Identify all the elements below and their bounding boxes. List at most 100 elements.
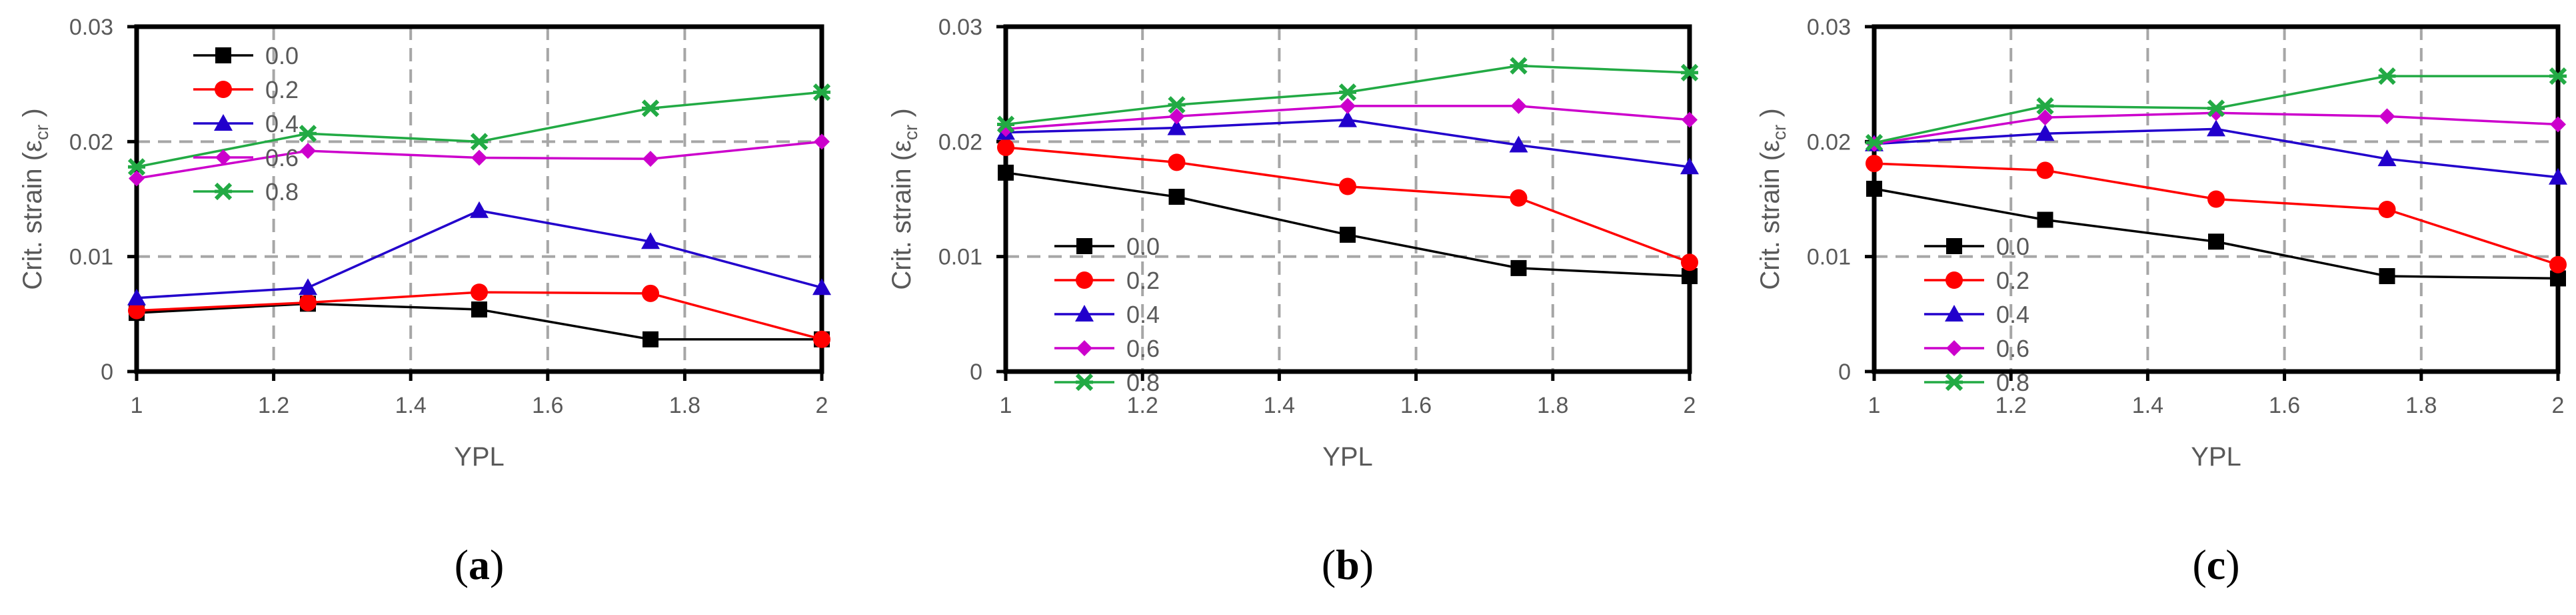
y-axis-label-subscript: cr <box>900 125 921 140</box>
x-axis-label: YPL <box>1322 442 1373 472</box>
data-point-marker <box>2378 67 2396 85</box>
y-axis-label-close: ) <box>18 108 47 124</box>
legend-label: 0.6 <box>1126 335 1160 362</box>
legend-label: 0.8 <box>1126 369 1160 396</box>
legend-marker <box>215 149 231 165</box>
plot-frame <box>1003 24 1692 374</box>
data-point-marker <box>1866 155 1883 173</box>
legend-marker <box>1945 271 1963 289</box>
y-tick-label: 0.03 <box>69 15 113 40</box>
data-point-marker <box>299 278 317 295</box>
legend-marker <box>1076 340 1092 356</box>
x-tick-label: 2 <box>816 393 828 418</box>
y-axis-label: Crit. strain (εcr ) <box>1756 108 1790 289</box>
y-tick-label: 0.03 <box>938 15 982 40</box>
legend-label: 0.4 <box>1126 301 1160 328</box>
data-point-marker <box>299 125 317 143</box>
data-point-marker <box>998 164 1014 181</box>
data-point-marker <box>470 201 489 218</box>
series-0.8 <box>996 57 1699 133</box>
legend-marker <box>1946 238 1962 254</box>
data-point-marker <box>1680 157 1699 175</box>
legend-marker <box>215 47 231 63</box>
data-point-marker <box>2208 233 2224 250</box>
panel-label: (c) <box>2192 541 2239 588</box>
data-point-marker <box>1681 253 1698 271</box>
x-tick-label: 1 <box>1000 393 1012 418</box>
data-point-marker <box>2379 108 2395 125</box>
y-tick-label: 0.02 <box>1807 129 1851 155</box>
series-0.6 <box>129 133 830 187</box>
data-point-marker <box>642 284 659 302</box>
x-tick-label: 2 <box>2552 393 2565 418</box>
x-tick-label: 1.6 <box>532 393 563 418</box>
legend-entry: 0.0 <box>1924 233 2029 260</box>
data-point-marker <box>2037 109 2053 126</box>
data-point-marker <box>814 133 830 150</box>
data-point-marker <box>1167 118 1186 135</box>
series-0.4 <box>996 110 1699 175</box>
legend-marker <box>214 182 233 201</box>
legend: 0.0 0.2 0.4 0.6 0.8 <box>193 42 299 205</box>
x-tick-label: 1.4 <box>1264 393 1295 418</box>
legend-marker <box>1076 238 1092 254</box>
data-point-marker <box>2379 267 2395 284</box>
legend-label: 0.8 <box>265 178 299 205</box>
x-tick-label: 1.8 <box>669 393 700 418</box>
x-tick-label: 1.8 <box>2405 393 2437 418</box>
legend-label: 0.6 <box>265 144 299 171</box>
data-point-marker <box>1510 259 1527 276</box>
data-point-marker <box>1338 83 1357 101</box>
data-point-marker <box>127 158 146 176</box>
legend-entry: 0.2 <box>1054 267 1160 294</box>
chart-panel-b: 1 1.2 1.4 1.6 1.8 2 0 0.01 0.02 0.03 YPL Crit. stra… <box>887 15 1699 588</box>
data-point-marker <box>641 99 660 117</box>
data-point-marker <box>643 331 658 348</box>
y-axis-label-close: ) <box>887 108 916 124</box>
y-tick-label: 0.01 <box>1807 245 1851 270</box>
legend-marker <box>1076 271 1093 289</box>
y-tick-label: 0.03 <box>1807 15 1851 40</box>
y-axis-label-subscript: cr <box>31 125 52 140</box>
legend-label: 0.2 <box>1996 267 2029 294</box>
chart-panel-a: 1 1.2 1.4 1.6 1.8 2 0 0.01 0.02 0.03 YPL Crit. stra… <box>18 15 831 588</box>
data-point-marker <box>2550 116 2566 133</box>
x-tick-label: 1 <box>131 393 143 418</box>
x-tick-label: 1.6 <box>1400 393 1432 418</box>
data-point-marker <box>813 330 830 348</box>
x-tick-label: 1.8 <box>1537 393 1568 418</box>
y-tick-label: 0.01 <box>69 245 113 270</box>
legend-label: 0.4 <box>1996 301 2029 328</box>
plot-frame <box>134 24 824 374</box>
legend-entry: 0.8 <box>193 178 299 205</box>
legend-marker <box>214 114 233 131</box>
series-0.2 <box>1866 155 2567 273</box>
legend-entry: 0.0 <box>193 42 299 69</box>
series-0.4 <box>127 201 831 305</box>
legend-marker <box>1945 305 1963 322</box>
legend-marker <box>1945 373 1963 392</box>
series-0.2 <box>128 283 830 348</box>
panel-letter: a <box>469 541 490 588</box>
x-tick-label: 1.2 <box>1127 393 1158 418</box>
data-point-marker <box>996 115 1015 133</box>
data-point-marker <box>1339 177 1356 195</box>
data-point-marker <box>2377 149 2397 167</box>
y-tick-label: 0.02 <box>69 129 113 155</box>
x-tick-label: 1.2 <box>258 393 289 418</box>
y-tick-label: 0 <box>1838 360 1851 385</box>
legend-entry: 0.8 <box>1054 369 1160 396</box>
data-point-marker <box>471 149 487 166</box>
series-0.0 <box>998 164 1698 284</box>
data-point-marker <box>2036 161 2054 179</box>
data-point-marker <box>2549 67 2567 85</box>
y-axis-label: Crit. strain (εcr ) <box>18 108 52 289</box>
x-axis-label: YPL <box>454 442 505 472</box>
data-point-marker <box>471 301 487 318</box>
series-0.0 <box>1866 180 2566 287</box>
legend-label: 0.0 <box>1996 233 2029 260</box>
data-point-marker <box>299 293 317 312</box>
data-point-marker <box>2037 211 2053 228</box>
data-point-marker <box>1509 135 1528 153</box>
